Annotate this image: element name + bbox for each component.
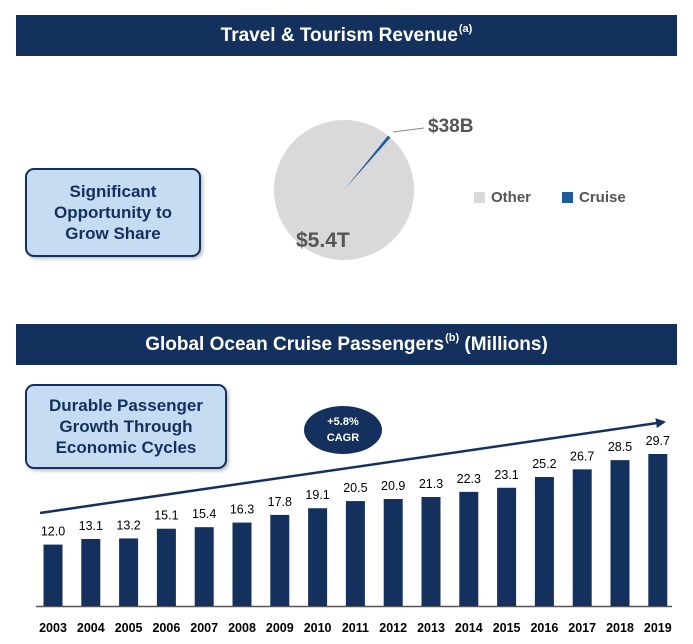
value-label-2015: 23.1 [494,468,518,482]
value-label-2008: 16.3 [230,503,254,517]
legend-item-other: Other [474,189,531,206]
bar-2012 [383,499,403,606]
legend-label-other: Other [491,189,532,206]
year-label-2006: 2006 [152,621,180,635]
revenue-pie-chart [273,119,425,260]
value-label-2003: 12.0 [41,525,65,539]
bar-2015 [497,487,517,606]
year-label-2004: 2004 [77,621,105,635]
travel-revenue-footnote-mark: (a) [458,22,473,35]
value-label-2007: 15.4 [192,507,216,521]
durable-growth-callout-text: Durable Passenger Growth Through Economi… [48,396,203,457]
year-label-2003: 2003 [39,621,67,635]
value-label-2018: 28.5 [608,440,632,454]
value-label-2016: 25.2 [532,457,556,471]
bar-2003 [43,544,63,606]
value-label-2004: 13.1 [79,519,103,533]
year-label-2018: 2018 [606,621,634,635]
year-label-2005: 2005 [115,621,143,635]
year-label-2010: 2010 [304,621,332,635]
value-label-2019: 29.7 [646,434,670,448]
value-label-2010: 19.1 [305,488,329,502]
year-label-2013: 2013 [417,621,445,635]
value-label-2013: 21.3 [419,477,443,491]
cruise-passengers-title-units: (Millions) [459,333,548,355]
bar-2013 [421,496,441,606]
year-label-2009: 2009 [266,621,294,635]
cruise-slice-label: $38B [428,116,474,137]
year-label-2008: 2008 [228,621,256,635]
cagr-label: CAGR [326,432,360,444]
bar-2007 [194,527,214,606]
year-label-2007: 2007 [190,621,218,635]
bar-2004 [81,538,101,606]
cagr-bubble: +5.8% CAGR [304,406,382,454]
year-label-2017: 2017 [568,621,596,635]
legend-label-cruise: Cruise [579,189,626,206]
opportunity-callout: Significant Opportunity to Grow Share [25,168,201,257]
travel-revenue-banner: Travel & Tourism Revenue (a) [16,15,677,56]
legend-swatch-cruise [562,192,573,203]
year-label-2019: 2019 [644,621,672,635]
bar-2017 [572,469,592,606]
value-label-2006: 15.1 [154,509,178,523]
pie-slice-other [273,119,414,260]
bar-2009 [270,514,290,606]
trend-arrow [39,418,666,515]
cruise-passengers-banner: Global Ocean Cruise Passengers (b) (Milli… [16,324,677,365]
travel-revenue-title: Travel & Tourism Revenue [220,24,458,46]
legend-item-cruise: Cruise [562,189,626,206]
bar-2010 [308,508,328,606]
cruise-passengers-title: Global Ocean Cruise Passengers [145,333,445,355]
bar-2005 [119,538,139,606]
legend-swatch-other [474,192,485,203]
opportunity-callout-text: Significant Opportunity to Grow Share [53,182,173,243]
value-label-2012: 20.9 [381,479,405,493]
value-label-2017: 26.7 [570,449,594,463]
value-label-2009: 17.8 [268,495,292,509]
other-slice-label: $5.4T [296,229,350,252]
cruise-leader-line [393,127,425,133]
year-label-2015: 2015 [493,621,521,635]
year-label-2011: 2011 [342,621,369,635]
pie-slice-cruise [344,135,391,190]
value-label-2005: 13.2 [116,518,140,532]
bar-2011 [345,501,365,606]
year-label-2014: 2014 [455,621,483,635]
cruise-passengers-footnote-mark: (b) [445,331,460,344]
value-label-2011: 20.5 [343,481,367,495]
bar-2019 [648,454,668,606]
value-label-2014: 22.3 [457,472,481,486]
bar-2014 [459,491,479,606]
year-label-2012: 2012 [379,621,407,635]
bar-2006 [156,528,176,606]
durable-growth-callout: Durable Passenger Growth Through Economi… [25,384,227,469]
cagr-value: +5.8% [327,416,359,428]
bar-2008 [232,522,252,606]
year-label-2016: 2016 [530,621,558,635]
bar-2018 [610,460,630,606]
bar-2016 [534,477,554,606]
